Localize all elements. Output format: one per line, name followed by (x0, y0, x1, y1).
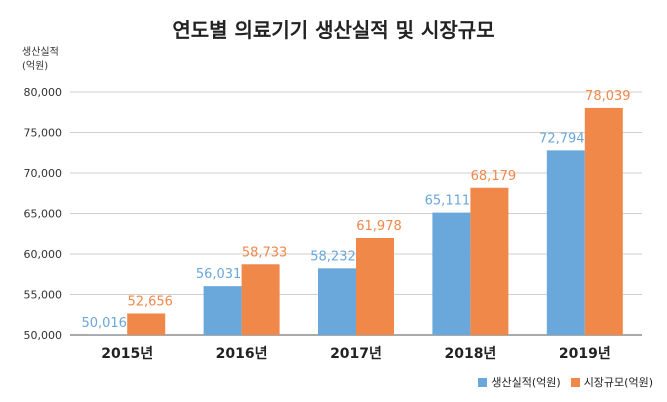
chart-title: 연도별 의료기기 생산실적 및 시장규모 (172, 18, 495, 42)
y-tick-label: 80,000 (24, 86, 63, 99)
x-tick-label: 2019년 (559, 346, 611, 362)
x-tick-label: 2015년 (101, 346, 153, 362)
data-label: 65,111 (425, 194, 471, 209)
bar (470, 187, 509, 335)
y-tick-label: 70,000 (24, 167, 63, 180)
data-label: 58,232 (310, 249, 356, 264)
bar (584, 107, 623, 336)
y-tick-label: 75,000 (24, 127, 63, 140)
bar (241, 264, 280, 335)
y-tick-label: 60,000 (24, 248, 63, 261)
x-tick-label: 2016년 (216, 346, 268, 362)
data-label: 50,016 (81, 316, 127, 331)
bar (318, 268, 356, 335)
y-tick-label: 55,000 (24, 289, 63, 302)
data-label: 58,733 (242, 245, 288, 260)
bar (546, 150, 585, 335)
bar (432, 212, 471, 335)
legend-item-production: 생산실적(억원) (478, 374, 561, 390)
legend: 생산실적(억원) 시장규모(억원) (478, 374, 653, 390)
bar (127, 313, 166, 335)
data-label: 78,039 (585, 89, 631, 104)
y-axis-unit-label: 생산실적 (억원) (22, 46, 59, 74)
legend-item-market: 시장규모(억원) (570, 374, 653, 390)
y-tick-label: 65,000 (24, 208, 63, 221)
legend-swatch-production (478, 377, 488, 387)
data-label: 72,794 (539, 131, 585, 146)
y-tick-label: 50,000 (24, 329, 63, 342)
legend-label-production: 생산실적(억원) (491, 376, 561, 389)
data-label: 61,978 (356, 219, 402, 234)
y-axis-label-line2: (억원) (22, 61, 49, 72)
y-axis-label-line1: 생산실적 (22, 47, 59, 58)
bar (356, 237, 394, 335)
legend-swatch-market (570, 377, 580, 387)
data-label: 68,179 (471, 169, 517, 184)
x-tick-label: 2018년 (444, 346, 496, 362)
legend-label-market: 시장규모(억원) (583, 376, 653, 389)
x-tick-label: 2017년 (330, 346, 382, 362)
bar (203, 286, 242, 335)
data-label: 56,031 (196, 267, 242, 282)
data-label: 52,656 (127, 294, 173, 309)
